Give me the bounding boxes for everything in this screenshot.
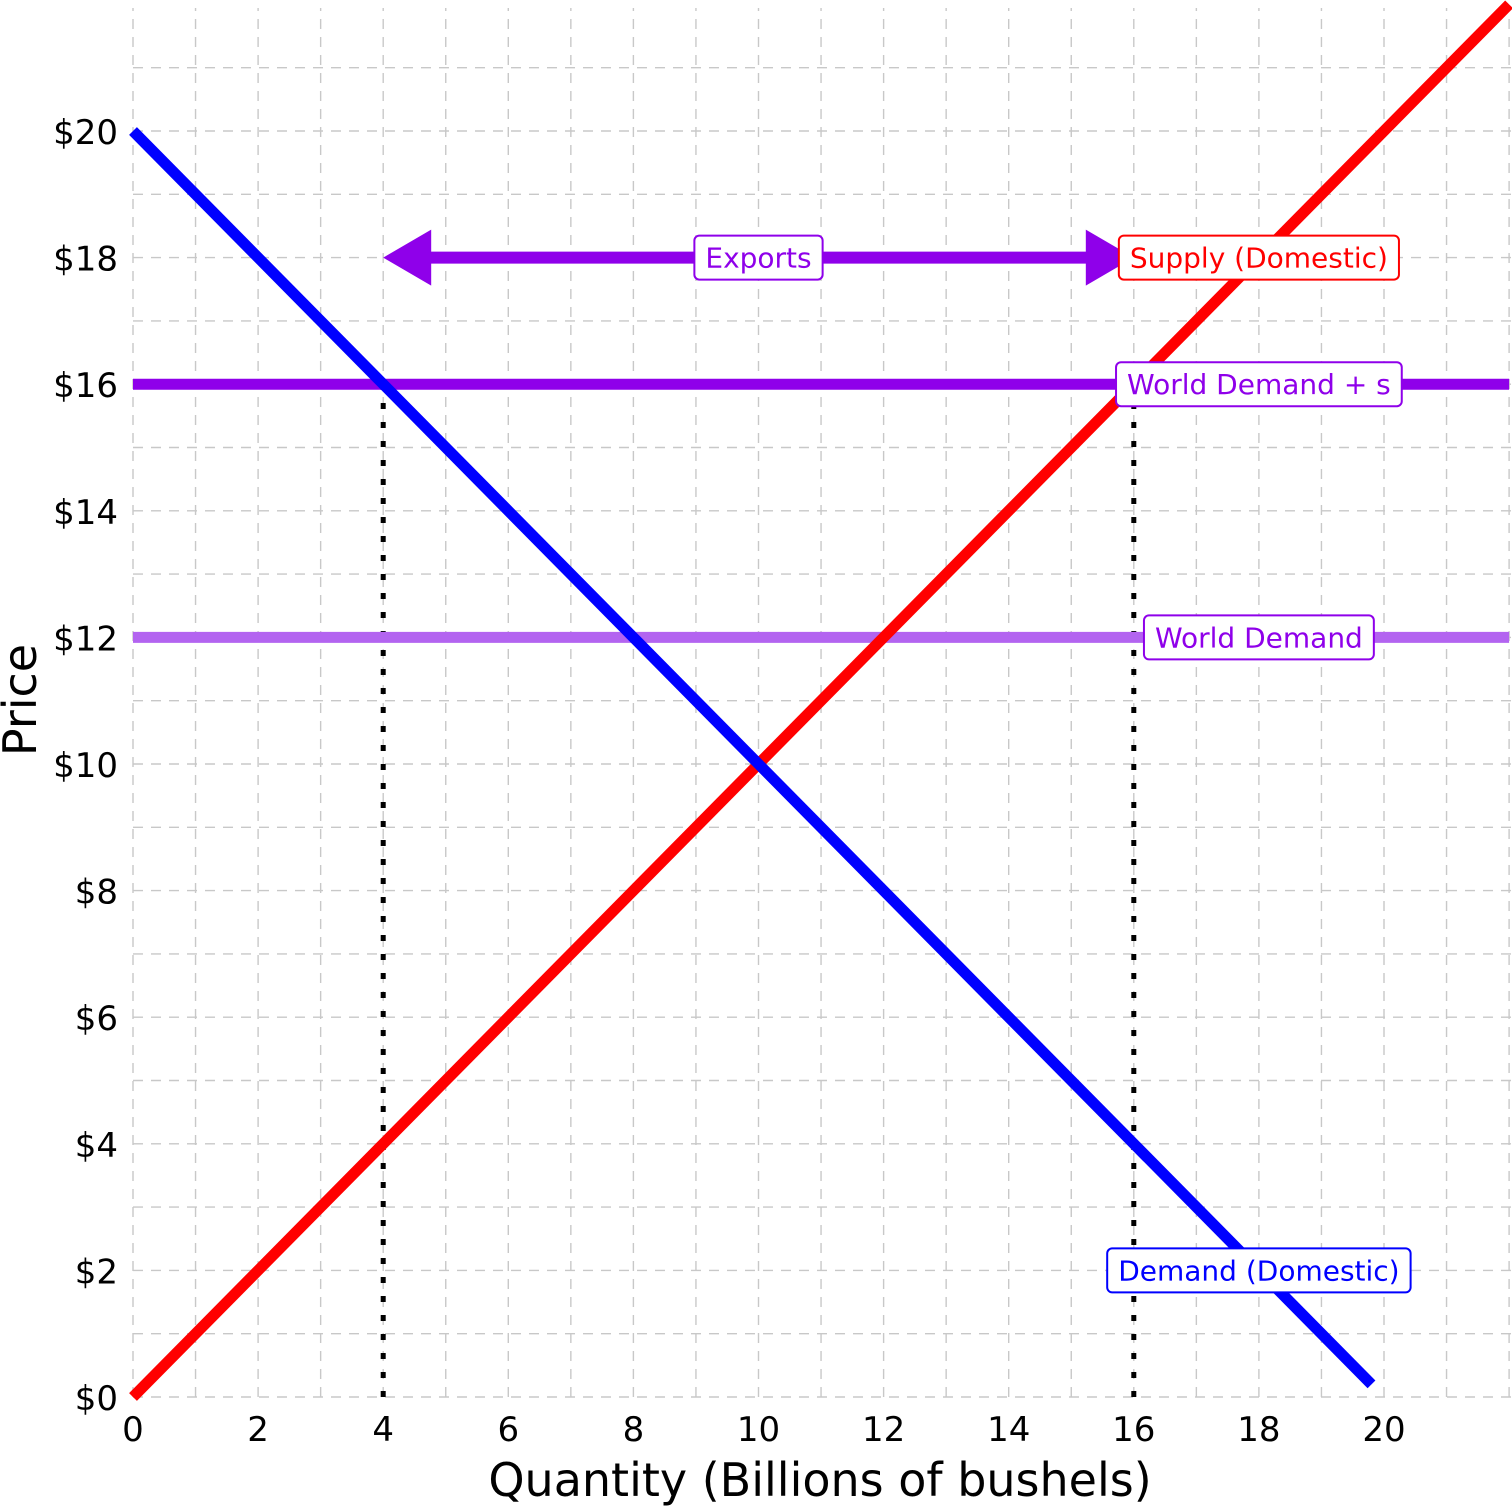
y-tick-label: $12	[53, 619, 118, 659]
series-label: Supply (Domestic)	[1117, 234, 1400, 281]
x-tick-label: 18	[1237, 1410, 1280, 1450]
series-label-box	[1115, 361, 1403, 408]
x-tick-label: 10	[737, 1410, 780, 1450]
series-label-text: Demand (Domestic)	[1118, 1254, 1399, 1287]
series-label-text: Supply (Domestic)	[1130, 242, 1388, 275]
exports-label: Exports	[693, 234, 824, 281]
series-label-box	[1106, 1247, 1412, 1294]
x-tick-label: 20	[1362, 1410, 1405, 1450]
axis-ticks: 0 2 4 6 8 10 12 14 16 18 20 $0 $2 $4 $6 $8 $10 $12 $14 $16 $…	[53, 113, 1406, 1450]
y-tick-label: $4	[75, 1126, 118, 1166]
x-tick-label: 8	[623, 1410, 645, 1450]
y-tick-label: $0	[75, 1379, 118, 1419]
series-label: World Demand + s	[1115, 361, 1403, 408]
exports-arrow: Exports	[383, 229, 1134, 286]
x-axis-title: Quantity (Billions of bushels)	[488, 1453, 1151, 1507]
series-labels: Supply (Domestic) World Demand + s World D…	[1106, 234, 1412, 1294]
series-label: World Demand	[1142, 614, 1375, 661]
x-tick-label: 0	[122, 1410, 144, 1450]
y-tick-label: $16	[53, 366, 118, 406]
x-tick-label: 4	[372, 1410, 394, 1450]
x-tick-label: 16	[1112, 1410, 1155, 1450]
series-label-text: World Demand + s	[1127, 368, 1391, 401]
series-line	[129, 127, 1376, 1389]
y-tick-label: $2	[75, 1252, 118, 1292]
y-tick-label: $10	[53, 746, 118, 786]
x-tick-label: 14	[987, 1410, 1030, 1450]
y-tick-label: $20	[53, 113, 118, 153]
exports-label-text: Exports	[705, 242, 811, 275]
x-tick-label: 2	[247, 1410, 269, 1450]
series-label: Demand (Domestic)	[1106, 1247, 1412, 1294]
y-tick-label: $6	[75, 999, 118, 1039]
x-tick-label: 6	[497, 1410, 519, 1450]
series-label-text: World Demand	[1155, 621, 1363, 654]
y-axis-title: Price	[0, 644, 47, 756]
exports-arrow-head-left	[383, 229, 432, 286]
y-tick-label: $14	[53, 493, 118, 533]
exports-label-box	[693, 234, 824, 281]
y-tick-label: $8	[75, 873, 118, 913]
exports-arrow-head-right	[1085, 229, 1134, 286]
y-tick-label: $18	[53, 240, 118, 280]
x-tick-label: 12	[862, 1410, 905, 1450]
series-label-box	[1142, 614, 1375, 661]
series-label-box	[1117, 234, 1400, 281]
